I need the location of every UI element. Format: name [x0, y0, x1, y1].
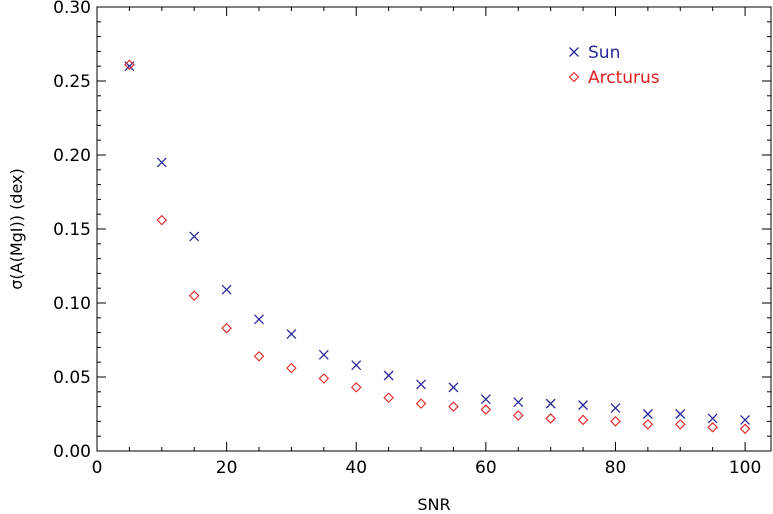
arcturus-point	[545, 413, 556, 424]
plot-frame	[96, 6, 772, 452]
sun-point	[254, 314, 264, 325]
y-tick-label: 0.00	[53, 442, 91, 462]
y-tick-label: 0.30	[53, 0, 91, 18]
x-tick-label: 20	[216, 458, 238, 478]
arcturus-point	[156, 214, 168, 226]
y-tick-label: 0.20	[53, 146, 91, 166]
arcturus-point	[480, 404, 492, 415]
sun-point	[578, 400, 589, 411]
arcturus-point	[350, 382, 362, 393]
legend-marker-arcturus	[568, 71, 580, 83]
sun-point	[545, 398, 556, 409]
sun-point	[740, 414, 751, 425]
sun-point	[156, 157, 167, 168]
arcturus-point	[674, 419, 686, 430]
sun-point	[642, 409, 653, 419]
legend-label-sun: Sun	[588, 43, 620, 63]
arcturus-point	[318, 373, 330, 384]
x-tick-label: 0	[92, 458, 103, 478]
arcturus-point	[286, 362, 297, 374]
sun-point	[318, 349, 329, 360]
sun-point	[675, 409, 686, 419]
y-axis-label: σ(A(MgI)) (dex)	[7, 168, 26, 290]
arcturus-point	[707, 422, 718, 433]
sun-point	[707, 413, 718, 424]
y-tick-label: 0.25	[53, 72, 91, 92]
legend-label-arcturus: Arcturus	[588, 68, 660, 88]
sun-point	[351, 360, 362, 371]
x-tick-label: 40	[345, 458, 367, 478]
x-tick-label: 80	[605, 458, 627, 478]
arcturus-point	[512, 410, 524, 421]
x-tick-label: 100	[729, 458, 761, 478]
data-points	[124, 59, 751, 435]
sun-point	[189, 231, 200, 242]
sun-point	[480, 394, 491, 405]
arcturus-point	[124, 59, 135, 70]
sun-point	[221, 284, 232, 295]
arcturus-point	[253, 351, 265, 362]
sun-point	[448, 382, 459, 393]
y-tick-label: 0.15	[53, 220, 91, 240]
sun-point	[513, 397, 524, 408]
legend: Sun Arcturus	[568, 43, 660, 88]
x-tick-label: 60	[475, 458, 497, 478]
x-axis-label: SNR	[417, 495, 450, 514]
legend-marker-sun	[569, 47, 579, 57]
arcturus-point	[221, 322, 232, 334]
y-tick-label: 0.10	[53, 294, 91, 314]
arcturus-point	[448, 401, 459, 412]
arcturus-point	[415, 398, 427, 409]
y-tick-label: 0.05	[53, 368, 91, 388]
axes: 0 20 40 60 80 100 0.00 0.05 0.10 0.15 0.20 0.25 0.30	[53, 0, 772, 478]
sun-point	[416, 379, 426, 390]
sun-point	[286, 329, 297, 340]
arcturus-point	[610, 416, 621, 427]
sun-point	[610, 403, 621, 414]
arcturus-point	[383, 392, 394, 403]
arcturus-point	[739, 423, 751, 435]
arcturus-point	[642, 419, 654, 430]
arcturus-point	[577, 414, 589, 426]
arcturus-point	[188, 290, 200, 301]
sun-point	[383, 370, 394, 381]
